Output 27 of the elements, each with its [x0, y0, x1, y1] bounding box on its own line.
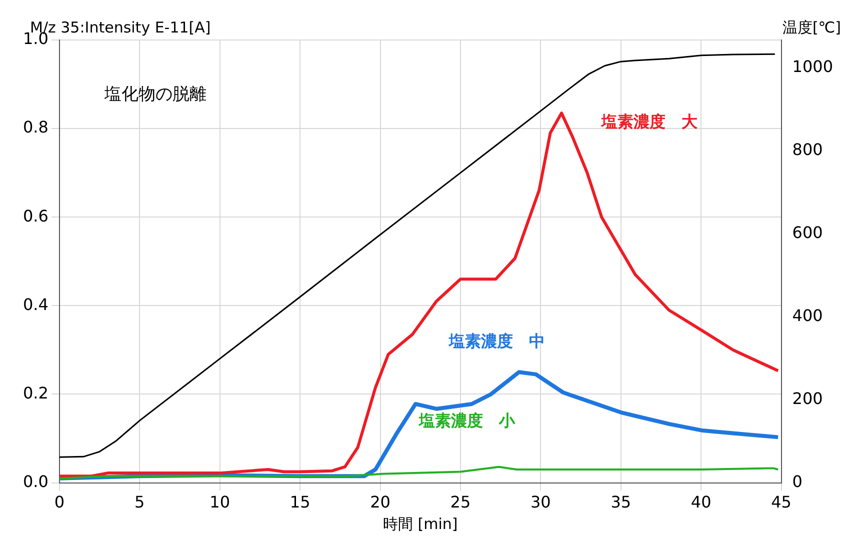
x-tick-label: 0 [54, 492, 65, 512]
y-tick-label: 0.4 [22, 294, 48, 314]
x-tick-label: 5 [134, 492, 145, 512]
y2-tick-label: 600 [792, 222, 823, 242]
y-tick-label: 0.2 [22, 383, 48, 402]
y2-tick-label: 200 [792, 388, 823, 408]
x-tick-label: 20 [370, 492, 390, 512]
y2-tick-label: 1000 [792, 56, 833, 76]
x-tick-label: 10 [210, 492, 230, 512]
x-tick-label: 15 [290, 492, 310, 512]
x-tick-label: 25 [450, 492, 471, 512]
x-axis-title: 時間 [min] [382, 514, 458, 533]
text: 塩素濃度 小 [418, 411, 516, 430]
series-label: 塩素濃度 中 [448, 331, 546, 350]
x-tick-label: 45 [771, 492, 792, 512]
y2-tick-label: 400 [792, 306, 823, 325]
x-tick-label: 30 [530, 492, 551, 512]
y2-tick-label: 0 [792, 472, 802, 491]
annotation: 塩化物の脱離 [103, 84, 206, 104]
series-label: 塩素濃度 大 [600, 112, 699, 132]
y2-axis-title: 温度[℃] [782, 18, 841, 36]
y-tick-label: 0.8 [22, 118, 48, 137]
x-tick-label: 35 [610, 492, 632, 512]
y-tick-label: 0.6 [22, 206, 48, 226]
y2-tick-label: 800 [792, 140, 823, 159]
y-tick-label: 0.0 [22, 472, 48, 491]
x-tick-label: 40 [690, 492, 712, 512]
